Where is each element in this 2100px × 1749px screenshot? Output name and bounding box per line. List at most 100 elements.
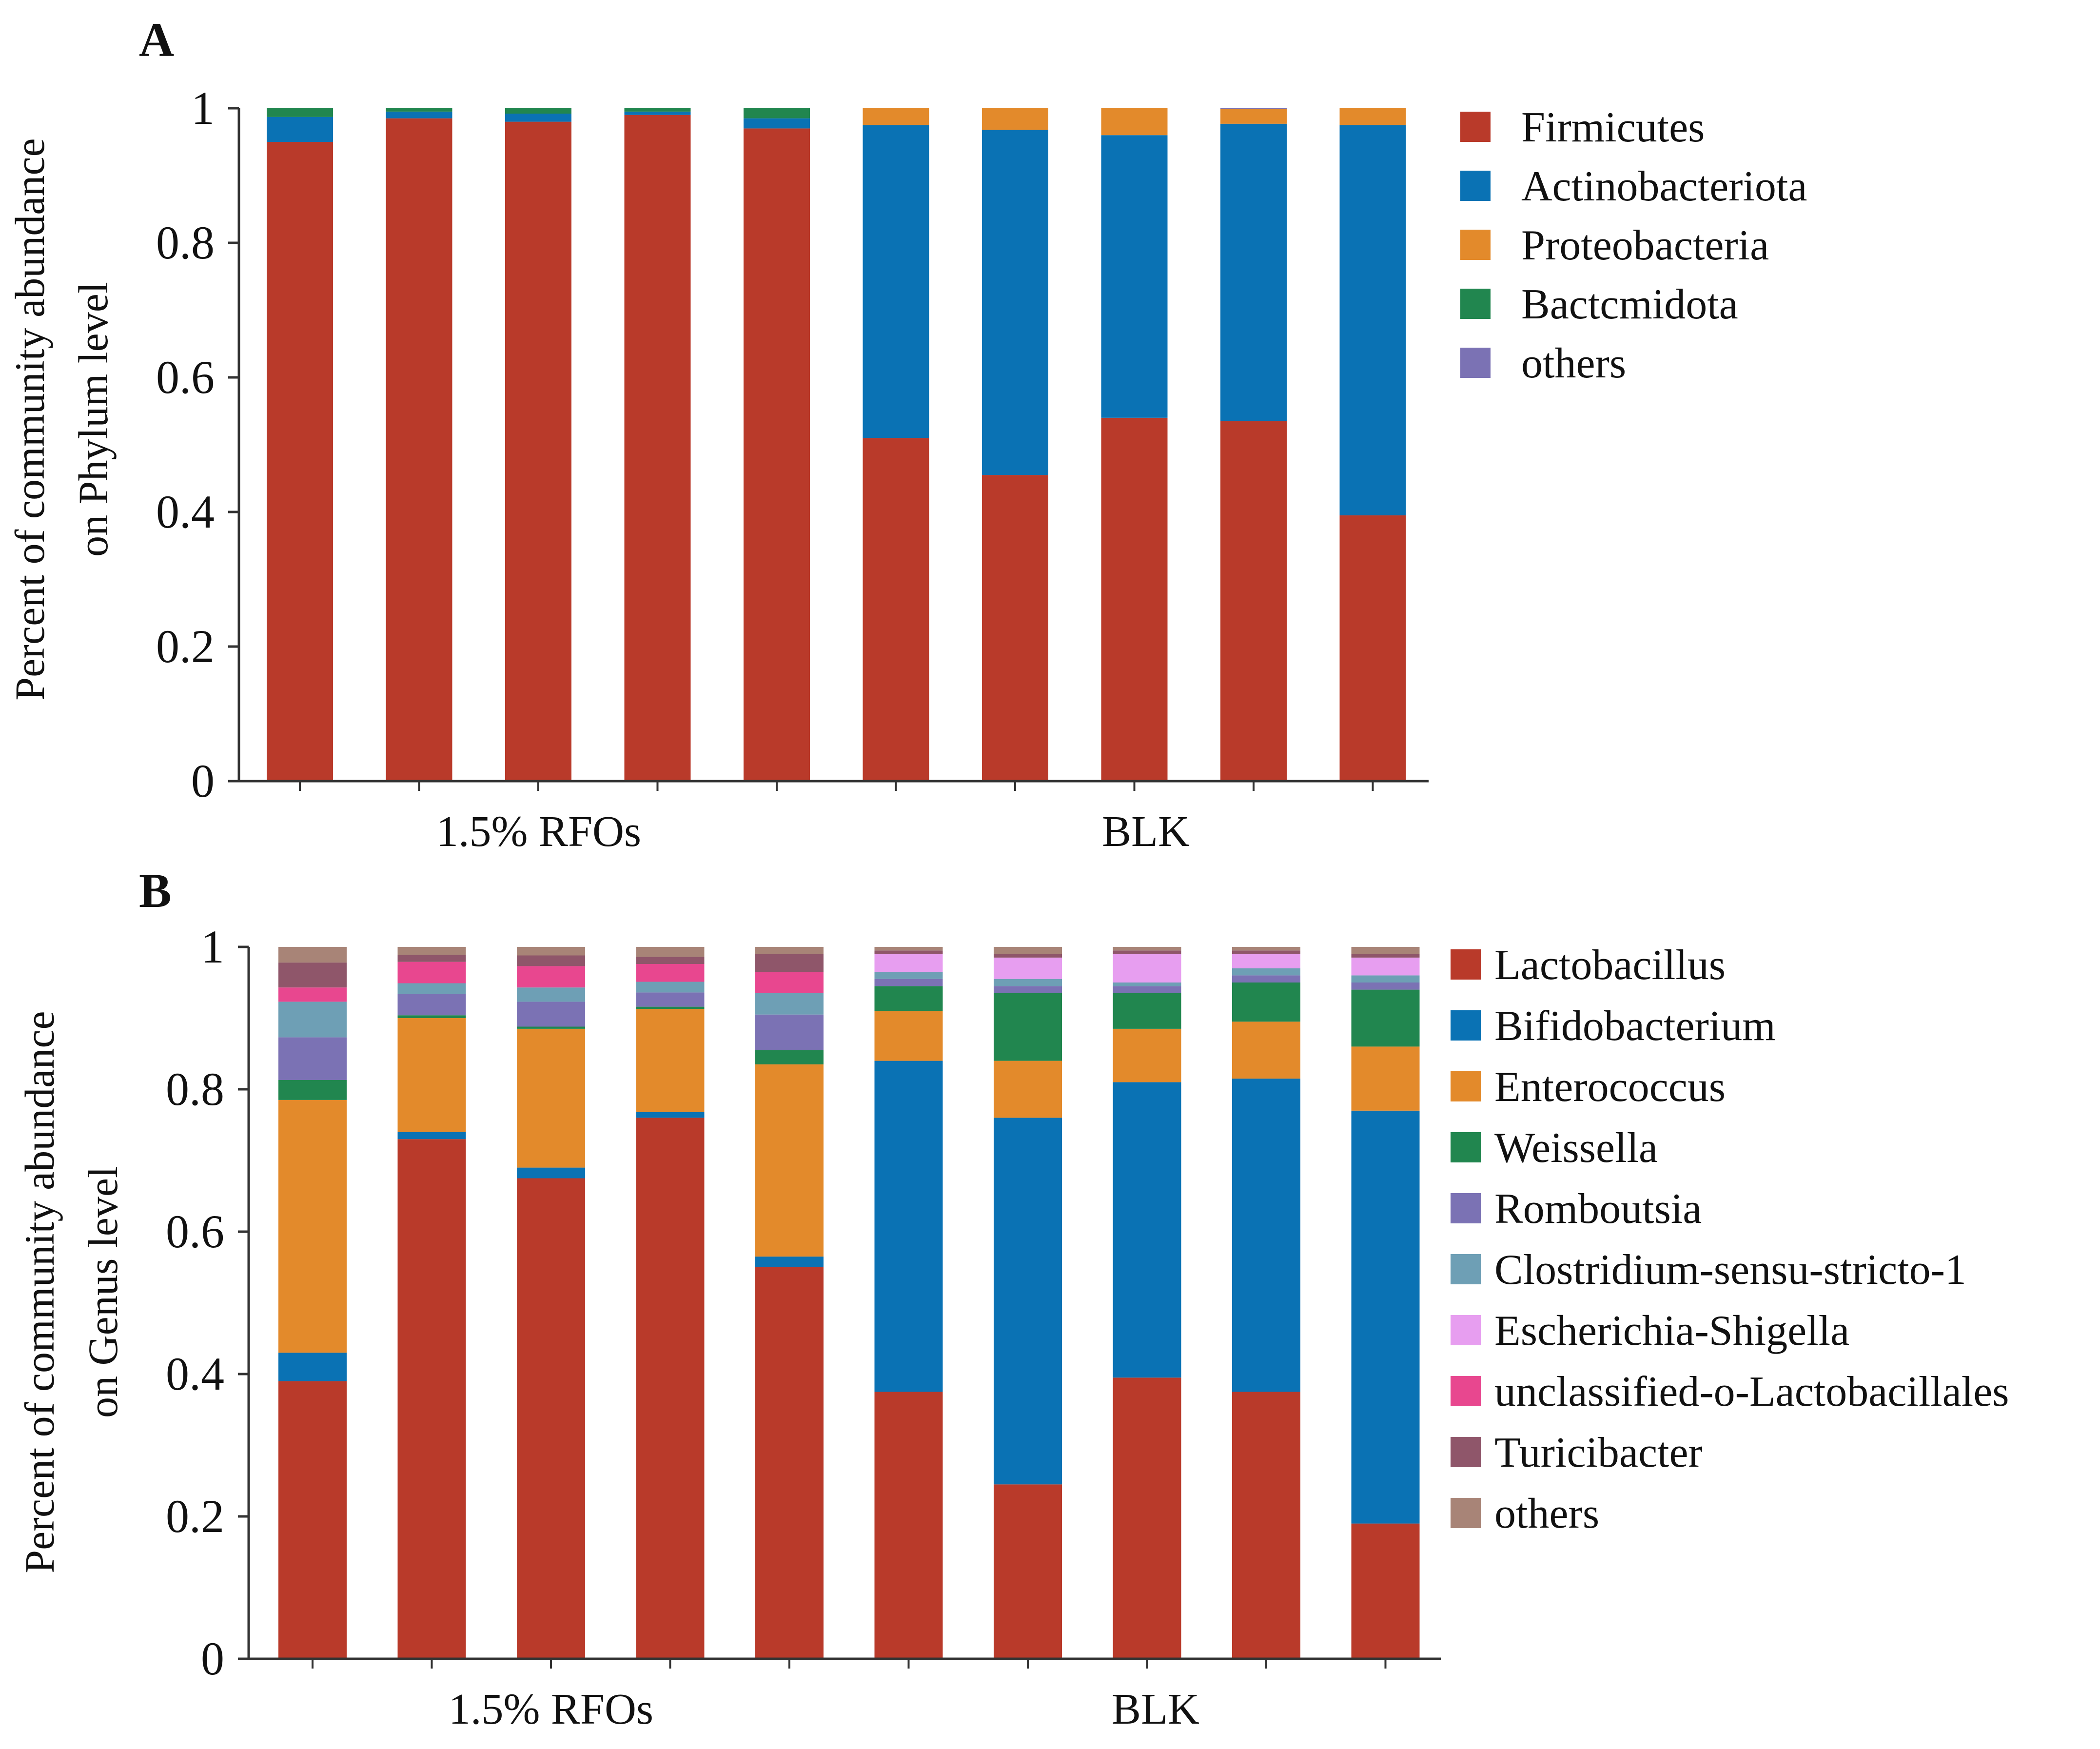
y-axis-title-sub: on Genus level [79, 1166, 126, 1418]
legend-label: Enterococcus [1494, 1063, 1726, 1111]
bar-segment [994, 954, 1062, 958]
bar-segment [994, 979, 1062, 986]
bar-segment [636, 982, 705, 993]
y-tick-label: 0.2 [156, 620, 215, 672]
group-label: BLK [1102, 807, 1190, 856]
bar-segment [755, 954, 824, 972]
bar-segment [1220, 108, 1287, 109]
bar-segment [386, 111, 452, 118]
legend-swatch [1451, 1498, 1481, 1528]
bar-segment [755, 1257, 824, 1267]
legend-label: Bactcmidota [1521, 281, 1738, 328]
legend-label: others [1494, 1490, 1599, 1537]
bar-segment [1232, 1079, 1300, 1392]
legend-label: Proteobacteria [1521, 222, 1769, 269]
bar-segment [267, 117, 333, 142]
legend-swatch [1460, 230, 1491, 260]
bar-segment [278, 987, 347, 1002]
bar-segment [636, 947, 705, 957]
bar-segment [517, 966, 585, 988]
bar-segment [874, 1011, 943, 1061]
bar-segment [874, 954, 943, 972]
bar-segment [397, 955, 466, 962]
bar-segment [1232, 1392, 1300, 1659]
legend-swatch [1451, 1315, 1481, 1345]
bar-segment [874, 986, 943, 1011]
bar-segment [624, 108, 691, 112]
bar-segment [278, 1100, 347, 1353]
panel-letter: B [139, 864, 172, 918]
bar-segment [1339, 515, 1406, 781]
bar-segment [636, 1009, 705, 1112]
bar-segment [1101, 108, 1168, 136]
bar-segment [636, 964, 705, 982]
bar-segment [1113, 1082, 1181, 1378]
bar-segment [1232, 968, 1300, 976]
bar-segment [1232, 947, 1300, 951]
bar-segment [1351, 975, 1420, 983]
bar-segment [397, 962, 466, 983]
bar-segment [278, 947, 347, 963]
bar-segment [517, 1178, 585, 1659]
bar-segment [278, 1002, 347, 1038]
bar-segment [386, 118, 452, 782]
y-tick-label: 0.8 [156, 216, 215, 269]
legend-label: Turicibacter [1494, 1429, 1703, 1476]
bar-segment [397, 947, 466, 955]
panel-b-chart: B 0 0.2 0.4 0.6 0.8 1 1.5% RFOs BLK Percent of co… [16, 864, 2009, 1733]
bar-segment [1113, 1028, 1181, 1082]
bar-segment [1351, 954, 1420, 958]
bar-segment [874, 972, 943, 979]
bar-segment [636, 1006, 705, 1009]
bar-segment [267, 142, 333, 781]
legend-swatch [1460, 348, 1491, 378]
bar-segment [1113, 993, 1181, 1029]
bar-segment [517, 955, 585, 966]
bar-segment [1113, 983, 1181, 986]
bar-segment [863, 438, 929, 781]
bar-segment [517, 1028, 585, 1168]
y-tick-label: 0.8 [166, 1063, 224, 1115]
group-label: 1.5% RFOs [436, 807, 641, 856]
group-label: 1.5% RFOs [449, 1685, 653, 1733]
bar-segment [1113, 986, 1181, 993]
bar-segment [1220, 109, 1287, 124]
bar-segment [278, 1353, 347, 1381]
bar-segment [624, 115, 691, 781]
legend-swatch [1451, 1437, 1481, 1467]
bar-segment [1101, 417, 1168, 781]
y-tick-label: 1 [191, 82, 215, 134]
y-axis-title: Percent of community abundance [6, 138, 53, 700]
bar-segment [278, 963, 347, 988]
bar-segment [1339, 108, 1406, 125]
bar-segment [874, 950, 943, 954]
bar-segment [505, 121, 571, 782]
bar-segment [397, 1139, 466, 1659]
bar-segment [397, 1018, 466, 1132]
group-label: BLK [1112, 1685, 1199, 1733]
bar-segment [397, 1015, 466, 1018]
bar-segment [517, 1026, 585, 1029]
bar-segment [1351, 989, 1420, 1047]
bar-segment [1351, 1110, 1420, 1524]
legend-swatch [1451, 1254, 1481, 1284]
bar-segment [755, 1064, 824, 1257]
legend-swatch [1460, 289, 1491, 319]
bar-segment [517, 947, 585, 956]
bar-segment [636, 992, 705, 1007]
bar-segment [994, 986, 1062, 993]
legend-label: Lactobacillus [1494, 942, 1726, 989]
bar-segment [636, 1118, 705, 1659]
bar-segment [505, 114, 571, 122]
bar-segment [994, 1484, 1062, 1659]
y-tick-label: 0 [201, 1632, 224, 1685]
bar-segment [1232, 954, 1300, 968]
legend-swatch [1451, 1071, 1481, 1101]
bar-segment [1232, 950, 1300, 954]
bar-segment [744, 118, 810, 129]
bar-segment [755, 1267, 824, 1659]
bar-segment [1232, 1022, 1300, 1079]
bar-segment [863, 125, 929, 438]
bar-segment [755, 947, 824, 954]
